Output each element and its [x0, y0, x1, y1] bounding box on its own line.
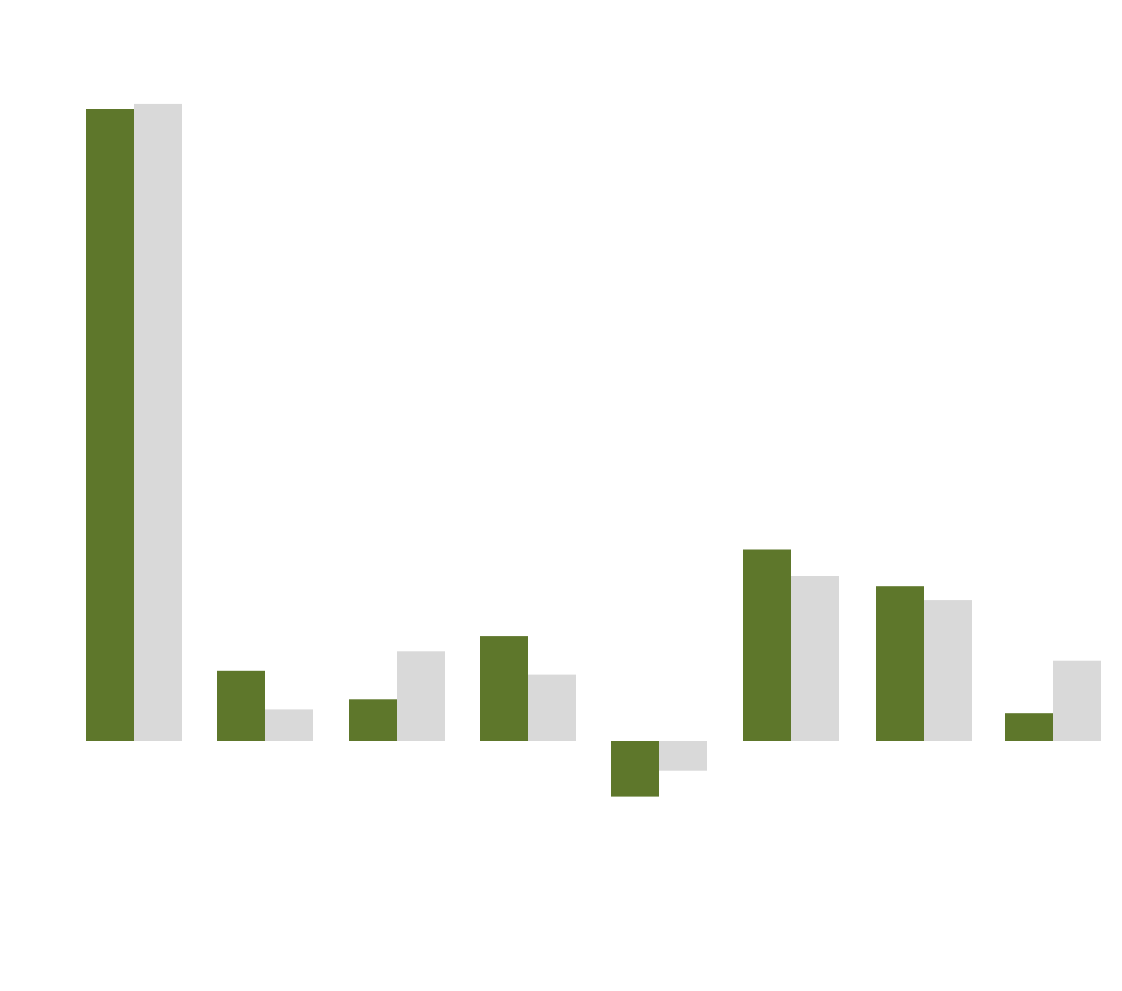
bar-series-1-category-5 [611, 741, 659, 797]
bar-series-2-category-5 [659, 741, 707, 771]
bar-series-2-category-2 [265, 709, 313, 741]
bar-series-1-category-1 [86, 109, 134, 741]
bar-series-2-category-6 [791, 576, 839, 741]
bar-series-1-category-8 [1005, 713, 1053, 741]
bar-series-1-category-7 [876, 586, 924, 741]
bar-group [86, 103, 1101, 797]
bar-series-2-category-4 [528, 674, 576, 741]
bar-series-1-category-4 [480, 636, 528, 741]
bar-series-2-category-7 [924, 600, 972, 741]
bar-series-1-category-2 [217, 670, 265, 741]
bar-series-2-category-3 [397, 651, 445, 741]
bar-series-2-category-1 [134, 103, 182, 741]
bar-series-1-category-3 [349, 699, 397, 741]
bar-series-2-category-8 [1053, 660, 1101, 741]
bar-series-1-category-6 [743, 549, 791, 741]
